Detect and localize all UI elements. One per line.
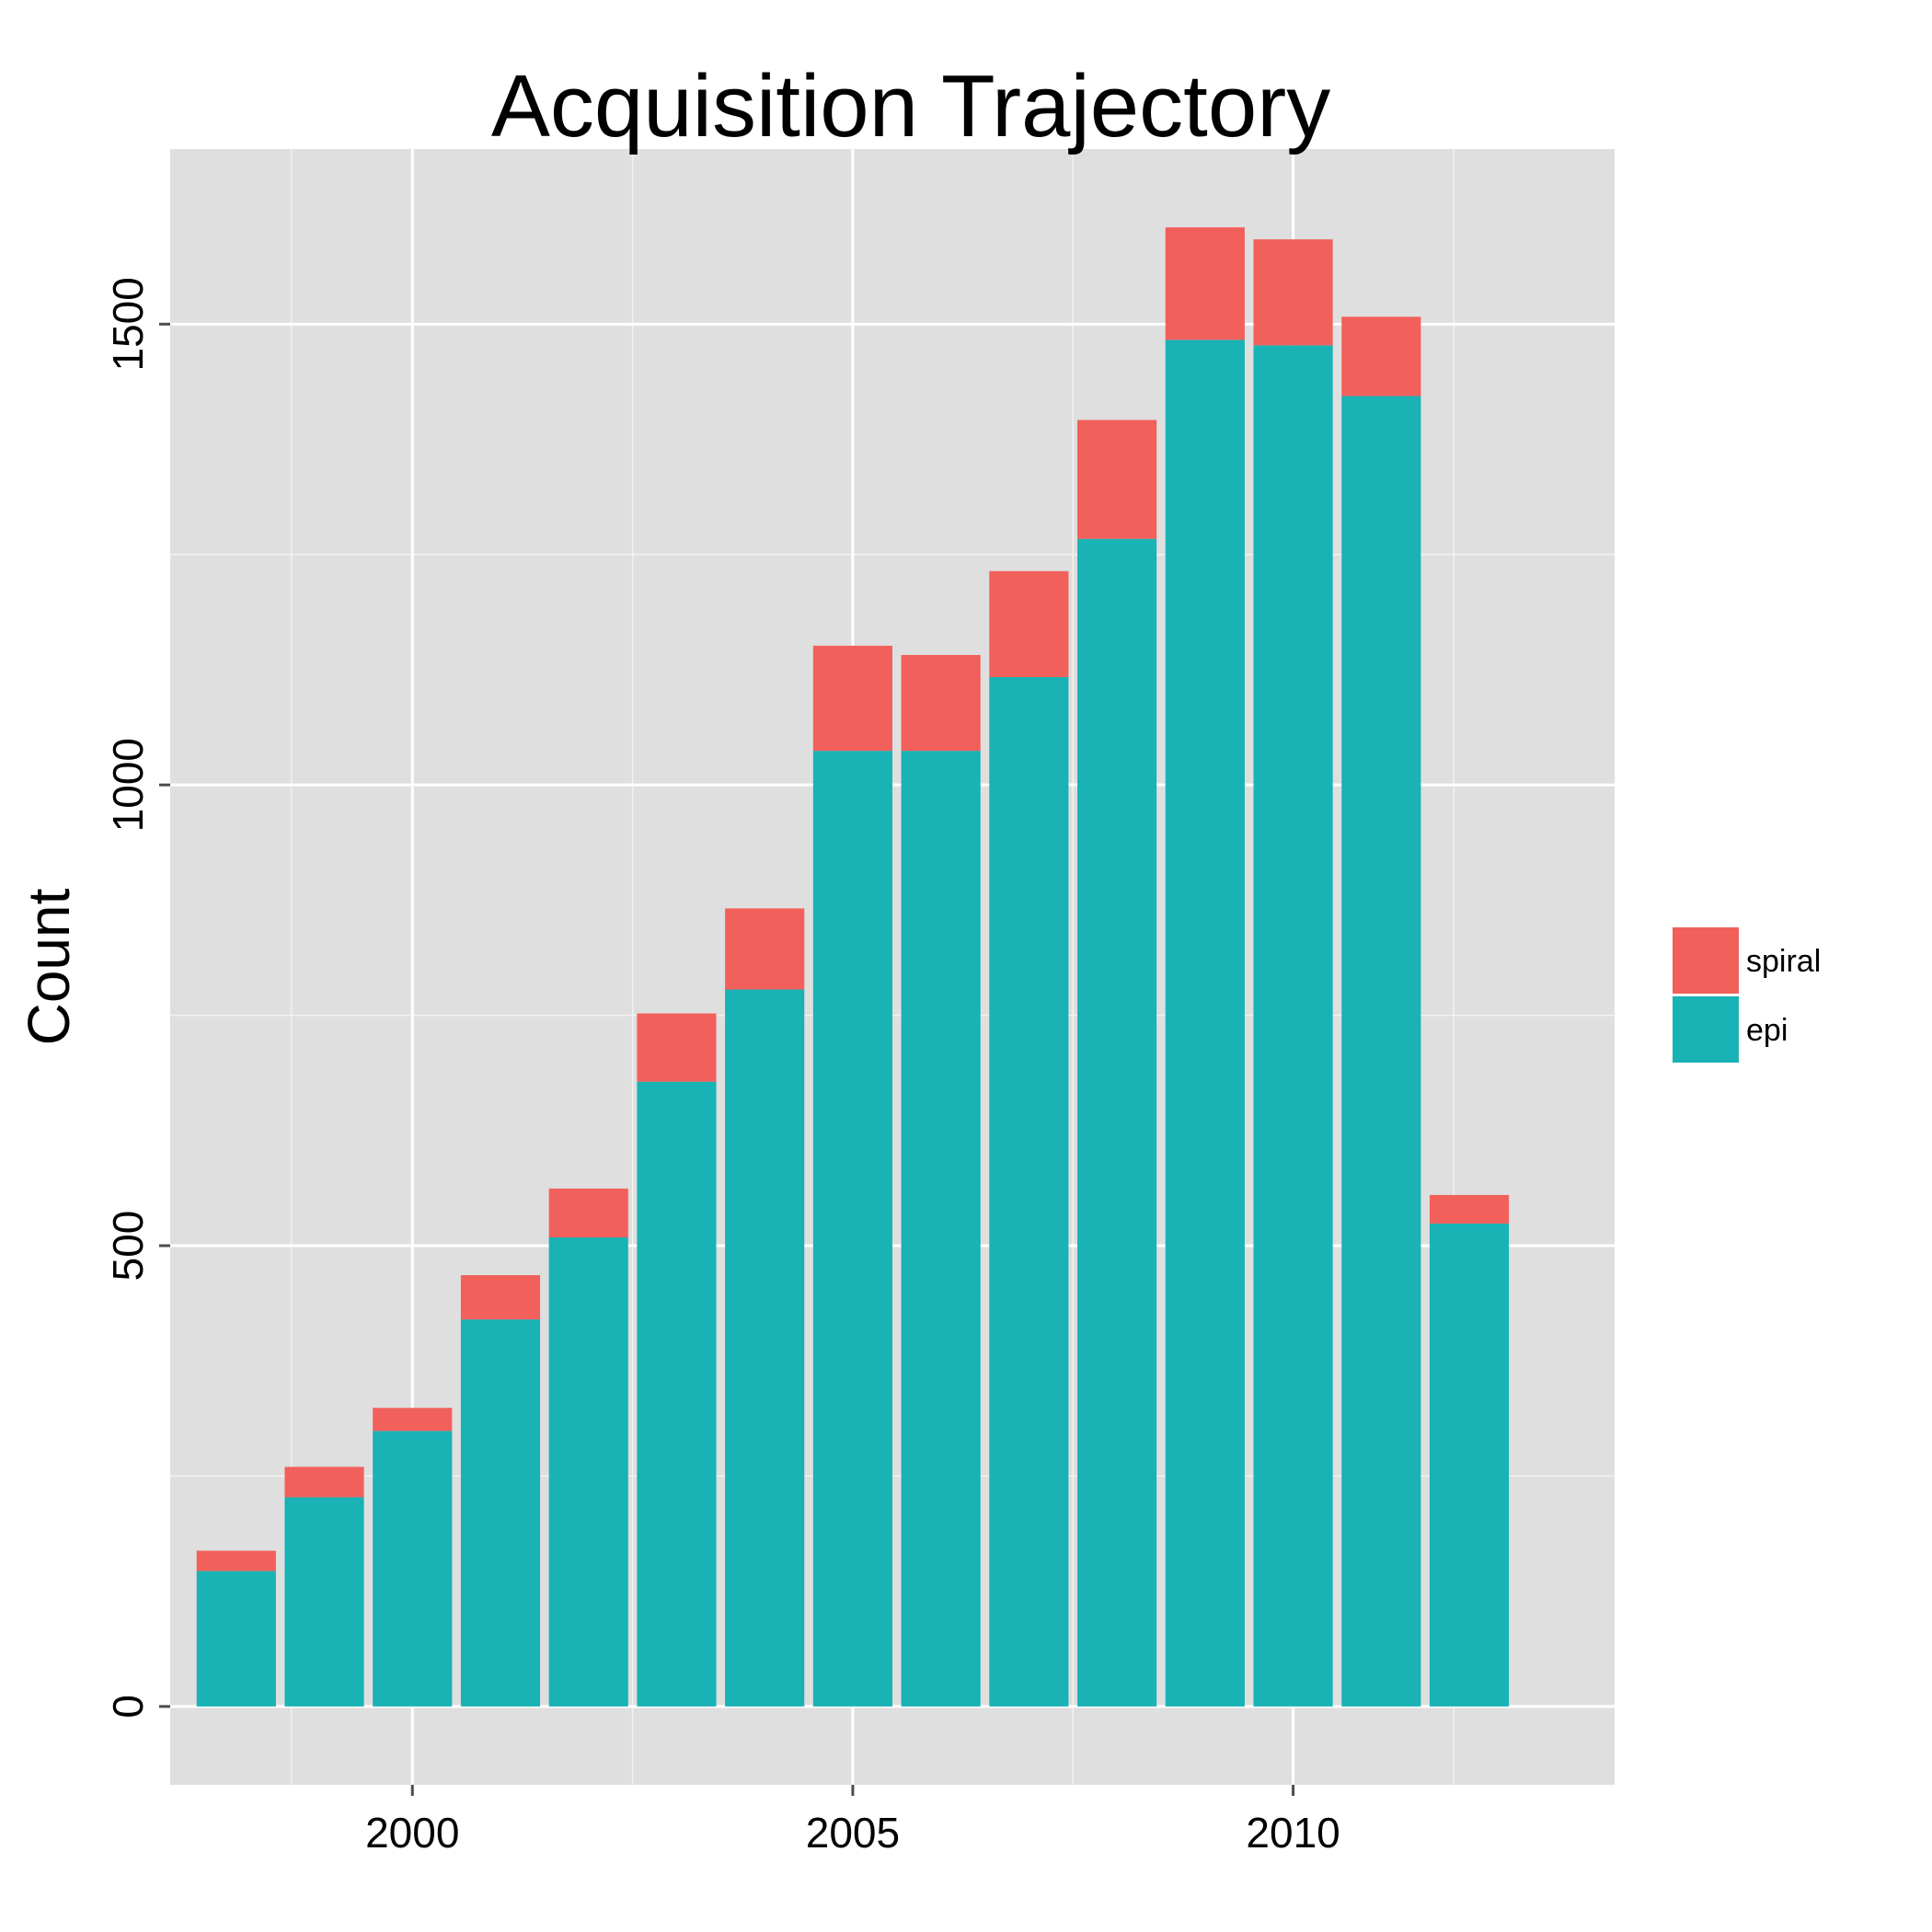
bar-epi-1999 <box>284 1497 364 1707</box>
x-tick-label: 2010 <box>1246 1809 1340 1857</box>
bar-epi-2011 <box>1341 396 1421 1707</box>
bar-spiral-2009 <box>1165 227 1245 340</box>
legend: spiral epi <box>1673 927 1821 1063</box>
bar-spiral-2005 <box>812 645 892 752</box>
bar-spiral-2002 <box>548 1188 628 1237</box>
chart-title: Acquisition Trajectory <box>491 57 1330 155</box>
y-tick-label: 0 <box>104 1695 152 1719</box>
legend-key-spiral <box>1673 927 1739 994</box>
bar-spiral-1998 <box>196 1550 276 1571</box>
bar-spiral-1999 <box>284 1466 364 1498</box>
y-axis-title: Count <box>16 888 82 1045</box>
bar-spiral-2007 <box>989 570 1069 677</box>
bar-spiral-2011 <box>1341 316 1421 397</box>
x-tick-label: 2000 <box>365 1809 459 1857</box>
x-tick-label: 2005 <box>806 1809 900 1857</box>
bar-epi-2002 <box>548 1236 628 1707</box>
bar-epi-2005 <box>812 751 892 1707</box>
y-tick-label: 500 <box>104 1211 152 1282</box>
bar-epi-2003 <box>637 1081 717 1707</box>
legend-label: spiral <box>1746 944 1821 979</box>
bar-spiral-2010 <box>1253 239 1333 346</box>
bar-epi-1998 <box>196 1570 276 1707</box>
bar-spiral-2003 <box>637 1013 717 1082</box>
bar-epi-2010 <box>1253 345 1333 1707</box>
bar-spiral-2006 <box>901 654 981 752</box>
bar-epi-2000 <box>373 1431 453 1707</box>
bar-spiral-2008 <box>1077 420 1157 539</box>
bar-spiral-2004 <box>725 908 805 990</box>
bar-epi-2008 <box>1077 538 1157 1707</box>
bar-epi-2009 <box>1165 339 1245 1707</box>
axes: 0 500 1000 1500 2000 2005 2010 <box>104 277 1340 1857</box>
legend-label: epi <box>1746 1013 1788 1048</box>
y-tick-label: 1500 <box>104 277 152 371</box>
bar-epi-2004 <box>725 989 805 1707</box>
bar-spiral-2001 <box>460 1275 541 1320</box>
bar-epi-2001 <box>460 1319 541 1707</box>
bar-epi-2007 <box>989 676 1069 1707</box>
bars <box>196 227 1510 1707</box>
bar-spiral-2000 <box>373 1408 453 1432</box>
bar-epi-2012 <box>1429 1223 1510 1707</box>
y-tick-label: 1000 <box>104 738 152 832</box>
bar-spiral-2012 <box>1429 1194 1510 1224</box>
bar-epi-2006 <box>901 751 981 1707</box>
legend-key-epi <box>1673 996 1739 1063</box>
